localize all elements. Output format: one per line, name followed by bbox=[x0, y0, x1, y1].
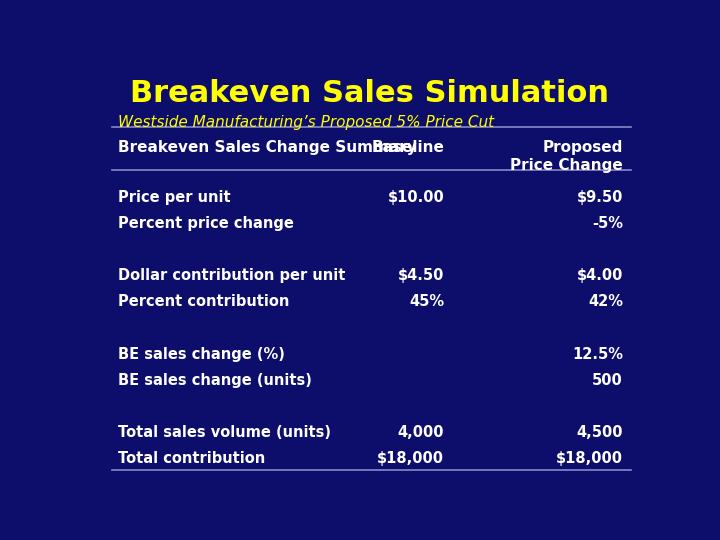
Text: Price per unit: Price per unit bbox=[118, 190, 230, 205]
Text: $4.00: $4.00 bbox=[577, 268, 623, 283]
Text: Breakeven Sales Simulation: Breakeven Sales Simulation bbox=[130, 79, 608, 109]
Text: Total contribution: Total contribution bbox=[118, 451, 265, 467]
Text: $4.50: $4.50 bbox=[398, 268, 444, 283]
Text: Baseline: Baseline bbox=[372, 140, 444, 154]
Text: Dollar contribution per unit: Dollar contribution per unit bbox=[118, 268, 346, 283]
Text: Total sales volume (units): Total sales volume (units) bbox=[118, 426, 331, 440]
Text: $18,000: $18,000 bbox=[377, 451, 444, 467]
Text: $18,000: $18,000 bbox=[556, 451, 623, 467]
Text: Proposed: Proposed bbox=[542, 140, 623, 154]
Text: $9.50: $9.50 bbox=[577, 190, 623, 205]
Text: BE sales change (%): BE sales change (%) bbox=[118, 347, 285, 362]
Text: Breakeven Sales Change Summary: Breakeven Sales Change Summary bbox=[118, 140, 417, 154]
Text: 500: 500 bbox=[592, 373, 623, 388]
Text: Westside Manufacturing’s Proposed 5% Price Cut: Westside Manufacturing’s Proposed 5% Pri… bbox=[118, 114, 494, 130]
Text: 42%: 42% bbox=[588, 294, 623, 309]
Text: 12.5%: 12.5% bbox=[572, 347, 623, 362]
Text: Percent contribution: Percent contribution bbox=[118, 294, 289, 309]
Text: 4,500: 4,500 bbox=[577, 426, 623, 440]
Text: 4,000: 4,000 bbox=[398, 426, 444, 440]
Text: Price Change: Price Change bbox=[510, 158, 623, 173]
Text: 45%: 45% bbox=[409, 294, 444, 309]
Text: $10.00: $10.00 bbox=[387, 190, 444, 205]
Text: Percent price change: Percent price change bbox=[118, 216, 294, 231]
Text: -5%: -5% bbox=[592, 216, 623, 231]
Text: BE sales change (units): BE sales change (units) bbox=[118, 373, 312, 388]
